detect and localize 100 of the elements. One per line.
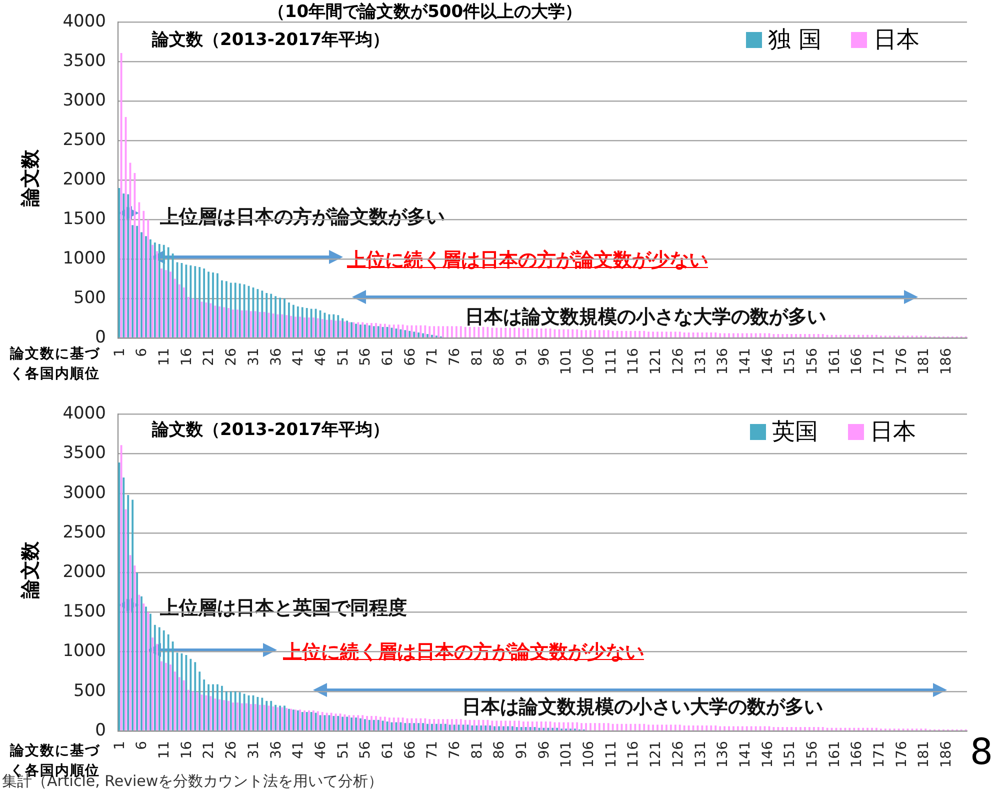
legend-label: 日本 <box>870 418 916 447</box>
x-tick-label: 6 <box>134 740 150 750</box>
x-tick-label: 171 <box>872 348 888 375</box>
x-tick-label: 76 <box>447 348 464 366</box>
x-tick-label: 31 <box>246 741 262 759</box>
x-tick-label: 26 <box>224 740 240 759</box>
x-tick-label: 16 <box>178 740 195 759</box>
text: 論文数（2013-2017年平均） <box>152 29 390 51</box>
y-tick-label: 2000 <box>62 562 106 582</box>
chart-title: （10年間で論文数が500件以上の大学） <box>268 2 582 22</box>
x-tick-label: 121 <box>648 348 664 375</box>
x-tick-label: 131 <box>692 741 709 768</box>
x-tick-label: 176 <box>894 740 910 768</box>
x-tick-label: 26 <box>224 348 240 366</box>
x-tick-label: 141 <box>737 741 754 768</box>
x-tick-label: 176 <box>894 348 910 375</box>
x-tick-label: 81 <box>469 741 486 759</box>
x-tick-label: 166 <box>849 348 866 375</box>
x-tick-label: 96 <box>536 740 552 759</box>
x-tick-label: 61 <box>380 741 396 759</box>
x-tick-label: 56 <box>358 348 374 366</box>
x-tick-label: 126 <box>670 740 686 768</box>
x-tick-label: 111 <box>603 348 620 375</box>
x-tick-label: 171 <box>872 741 888 768</box>
x-tick-label: 156 <box>804 740 820 768</box>
y-tick-label: 2000 <box>62 170 106 190</box>
y-tick-label: 3500 <box>62 443 106 464</box>
x-tick-label: 161 <box>826 348 843 375</box>
x-tick-label: 101 <box>558 348 575 375</box>
y-tick-label: 1500 <box>62 602 106 622</box>
x-tick-label: 141 <box>737 348 754 375</box>
x-tick-label: 181 <box>916 348 932 375</box>
x-tick-label: 56 <box>358 740 374 759</box>
x-tick-label: 46 <box>312 348 329 366</box>
x-tick-label: 36 <box>268 740 284 759</box>
x-tick-label: 146 <box>760 348 776 375</box>
x-tick-label: 166 <box>849 740 866 768</box>
annotation: 日本は論文数規模の小さい大学の数が多い <box>462 695 823 720</box>
x-tick-label: 151 <box>782 741 798 768</box>
y-axis-title: 論文数 <box>18 150 42 206</box>
y-axis-title: 論文数 <box>18 542 42 598</box>
y-tick-label: 4000 <box>62 404 106 424</box>
chart-subtitle: 論文数（2013-2017年平均） <box>152 419 390 441</box>
y-tick-label: 1000 <box>62 641 106 662</box>
x-tick-label: 76 <box>447 740 464 759</box>
x-tick-label: 121 <box>648 741 664 768</box>
x-tick-label: 86 <box>492 348 508 366</box>
x-tick-label: 186 <box>938 348 955 375</box>
legend-label: 日本 <box>873 26 920 55</box>
x-tick-label: 181 <box>916 741 932 768</box>
x-tick-label: 41 <box>290 741 307 759</box>
x-tick-label: 156 <box>804 348 820 375</box>
y-tick-label: 1000 <box>62 248 106 268</box>
y-tick-label: 1500 <box>62 208 106 229</box>
x-tick-label: 21 <box>201 741 218 759</box>
x-tick-label: 116 <box>626 348 642 375</box>
x-tick-label: 66 <box>402 348 418 366</box>
x-tick-label: 91 <box>514 741 530 759</box>
x-tick-label: 1 <box>112 741 128 750</box>
y-tick-label: 2500 <box>62 522 106 542</box>
x-tick-label: 61 <box>380 348 396 366</box>
y-tick-label: 2500 <box>62 130 106 150</box>
y-tick-label: 3500 <box>62 51 106 72</box>
x-tick-label: 36 <box>268 348 284 366</box>
x-tick-label: 136 <box>715 348 732 375</box>
x-tick-label: 31 <box>246 348 262 366</box>
y-tick-label: 500 <box>74 288 106 308</box>
x-tick-label: 91 <box>514 348 530 366</box>
x-tick-label: 136 <box>715 740 732 768</box>
y-tick-label: 500 <box>74 680 106 701</box>
x-tick-label: 131 <box>692 348 709 375</box>
x-tick-label: 81 <box>469 348 486 366</box>
annotation: 日本は論文数規模の小さな大学の数が多い <box>465 305 826 330</box>
x-tick-label: 146 <box>760 740 776 768</box>
x-tick-label: 71 <box>424 348 441 366</box>
x-tick-label: 1 <box>112 348 128 357</box>
legend-label: 英国 <box>772 418 818 447</box>
x-tick-label: 151 <box>782 348 798 375</box>
x-axis-title: 論文数に基づく各国内順位 <box>10 345 100 384</box>
text: 8 <box>970 732 993 773</box>
y-tick-label: 0 <box>95 327 106 348</box>
x-tick-label: 66 <box>402 740 418 759</box>
y-tick-label: 0 <box>95 720 106 740</box>
x-tick-label: 41 <box>290 348 307 366</box>
y-tick-label: 3000 <box>62 90 106 111</box>
x-tick-label: 186 <box>938 740 955 768</box>
x-tick-label: 116 <box>626 740 642 768</box>
x-tick-label: 51 <box>335 348 352 366</box>
x-tick-label: 161 <box>826 741 843 768</box>
x-tick-label: 126 <box>670 348 686 375</box>
x-tick-label: 111 <box>603 741 620 768</box>
x-tick-label: 106 <box>581 348 598 375</box>
y-tick-label: 3000 <box>62 482 106 503</box>
x-tick-label: 6 <box>134 348 150 357</box>
legend-label: 独 国 <box>768 26 822 55</box>
x-tick-label: 51 <box>335 741 352 759</box>
x-tick-label: 96 <box>536 348 552 366</box>
x-tick-label: 71 <box>424 741 441 759</box>
x-tick-label: 16 <box>178 348 195 366</box>
x-tick-label: 21 <box>201 348 218 366</box>
